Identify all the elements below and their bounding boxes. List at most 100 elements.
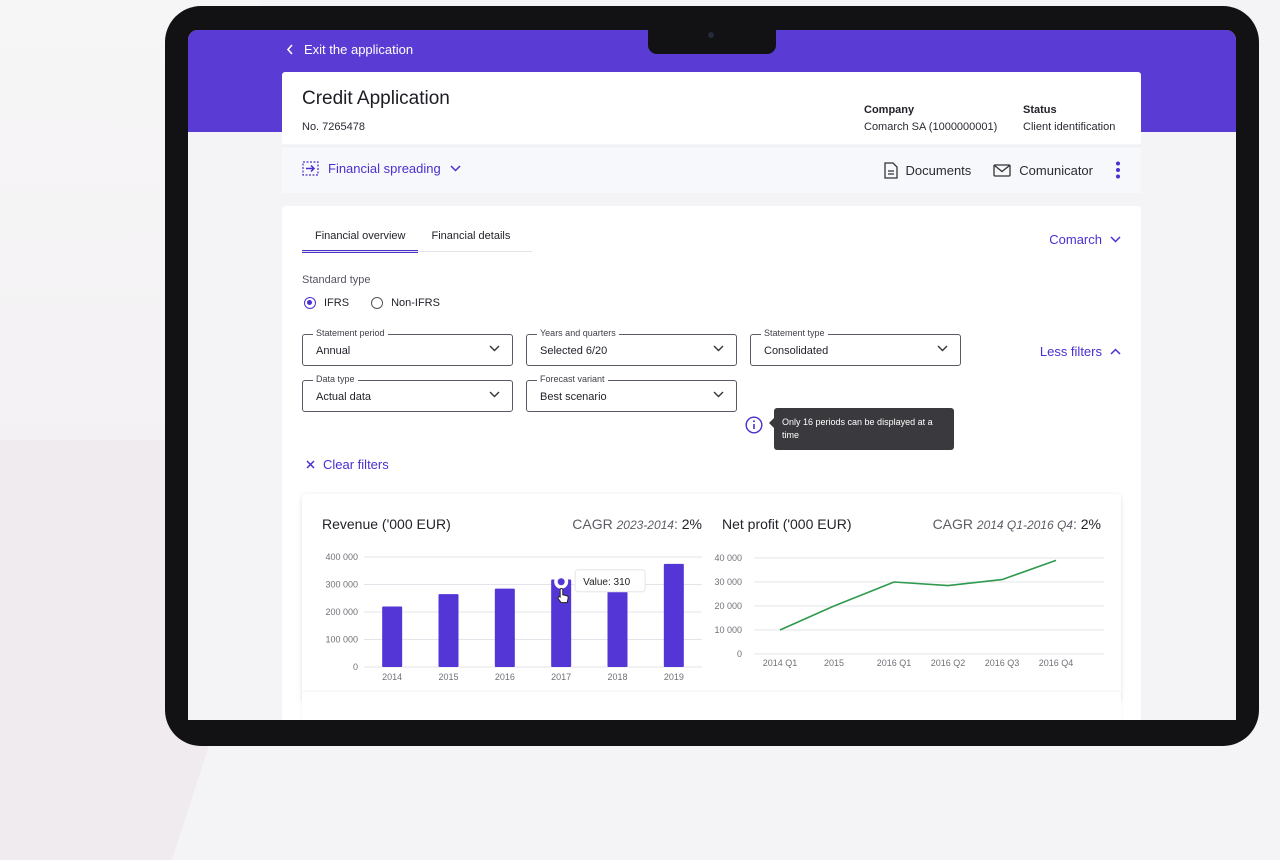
tab-financial-details[interactable]: Financial details — [431, 230, 511, 242]
series-line — [779, 559, 1057, 631]
revenue-cagr-period: 2023-2014 — [616, 518, 674, 532]
statement-period-value: Annual — [316, 345, 351, 357]
data-type-label: Data type — [313, 374, 358, 384]
x-tick-label: 2014 — [382, 672, 402, 682]
data-type-value: Actual data — [316, 391, 372, 403]
chevron-down-icon — [489, 345, 500, 352]
net-profit-cagr-period: 2014 Q1-2016 Q4 — [976, 518, 1073, 532]
financial-spreading-dropdown[interactable]: Financial spreading — [302, 161, 461, 176]
documents-button[interactable]: Documents — [883, 161, 972, 179]
years-quarters-label: Years and quarters — [537, 328, 619, 338]
status-value: Client identification — [1023, 121, 1116, 133]
y-tick-label: 0 — [353, 662, 358, 672]
x-tick-label: 2015 — [824, 658, 844, 668]
statement-period-label: Statement period — [313, 328, 388, 338]
radio-non-ifrs[interactable]: Non-IFRS — [371, 297, 440, 309]
chevron-left-icon — [286, 44, 293, 55]
y-tick-label: 10 000 — [714, 625, 742, 635]
envelope-icon — [993, 163, 1011, 177]
pointer-cursor-icon — [557, 588, 569, 604]
camera-icon — [708, 32, 714, 38]
communicator-label: Comunicator — [1019, 162, 1093, 178]
x-tick-label: 2017 — [551, 672, 571, 682]
y-tick-label: 0 — [737, 649, 742, 659]
bar — [438, 594, 459, 667]
statement-period-select[interactable]: Statement period Annual — [302, 328, 513, 366]
net-profit-chart-title: Net profit ('000 EUR) — [722, 516, 852, 532]
application-header: Credit Application No. 7265478 Company C… — [282, 72, 1141, 144]
tabs-divider — [302, 251, 532, 252]
application-number: No. 7265478 — [302, 121, 365, 133]
revenue-cagr-value: 2% — [681, 516, 702, 532]
radio-unchecked-icon — [371, 297, 384, 309]
chevron-down-icon — [450, 165, 461, 172]
company-label: Company — [864, 104, 915, 116]
net-profit-line-chart: 0 10 000 20 000 30 000 40 000 2014 Q1 2015 2016… — [714, 553, 1104, 668]
clear-filters-button[interactable]: Clear filters — [306, 457, 389, 472]
radio-ifrs[interactable]: IFRS — [304, 297, 349, 309]
more-vert-icon[interactable] — [1115, 161, 1121, 179]
chevron-down-icon — [489, 391, 500, 398]
x-tick-label: 2015 — [438, 672, 458, 682]
value-tooltip-box — [574, 569, 646, 593]
net-profit-cagr-label: CAGR — [932, 516, 974, 532]
y-tick-label: 300 000 — [325, 580, 358, 590]
toolbar-actions: Documents Comunicator — [883, 161, 1121, 179]
forecast-variant-select[interactable]: Forecast variant Best scenario — [526, 374, 737, 412]
less-filters-label: Less filters — [1039, 344, 1102, 359]
years-quarters-value: Selected 6/20 — [540, 345, 608, 357]
chevron-down-icon — [713, 391, 724, 398]
company-info: Company Comarch SA (1000000001) — [864, 104, 997, 133]
periods-tooltip: Only 16 periods can be displayed at a ti… — [769, 408, 954, 450]
close-icon — [306, 460, 315, 469]
standard-type-radio-group: IFRS Non-IFRS — [304, 297, 440, 309]
y-tick-label: 400 000 — [325, 552, 358, 562]
years-quarters-select[interactable]: Years and quarters Selected 6/20 — [526, 328, 737, 366]
bar — [663, 563, 684, 667]
y-tick-label: 40 000 — [714, 553, 742, 563]
y-tick-label: 200 000 — [325, 607, 358, 617]
net-profit-cagr: CAGR 2014 Q1-2016 Q4: 2% — [932, 516, 1101, 532]
data-type-select[interactable]: Data type Actual data — [302, 374, 513, 412]
camera-notch — [648, 30, 776, 54]
standard-type-label: Standard type — [302, 274, 371, 286]
x-tick-label: 2019 — [664, 672, 684, 682]
documents-label: Documents — [905, 162, 972, 178]
financial-content-card: Financial overview Financial details Com… — [282, 206, 1141, 720]
revenue-chart: Revenue ('000 EUR) CAGR 2023-2014: 2% 0 1… — [302, 494, 712, 702]
forecast-variant-label: Forecast variant — [537, 374, 608, 384]
value-tooltip-text: Value: 310 — [583, 577, 631, 588]
radio-non-ifrs-label: Non-IFRS — [391, 297, 440, 309]
net-profit-chart: Net profit ('000 EUR) CAGR 2014 Q1-2016 … — [712, 494, 1121, 702]
x-tick-label: 2014 Q1 — [763, 658, 798, 668]
tab-bar: Financial overview Financial details — [302, 230, 523, 253]
x-tick-label: 2016 Q1 — [877, 658, 912, 668]
company-selector-label: Comarch — [1049, 232, 1102, 247]
bar — [382, 606, 403, 667]
radio-ifrs-label: IFRS — [324, 297, 350, 309]
info-icon[interactable] — [745, 416, 763, 434]
y-tick-label: 30 000 — [714, 577, 742, 587]
exit-label: Exit the application — [304, 42, 414, 57]
next-section-card — [302, 692, 1121, 720]
y-tick-label: 20 000 — [714, 601, 742, 611]
exit-application-link[interactable]: Exit the application — [286, 42, 413, 57]
clear-filters-label: Clear filters — [323, 457, 389, 472]
communicator-button[interactable]: Comunicator — [993, 163, 1093, 178]
revenue-cagr-label: CAGR — [572, 516, 613, 532]
chevron-down-icon — [937, 345, 948, 352]
less-filters-button[interactable]: Less filters — [1040, 344, 1121, 359]
revenue-chart-title: Revenue ('000 EUR) — [322, 516, 451, 532]
company-selector[interactable]: Comarch — [1049, 232, 1121, 247]
revenue-cagr: CAGR 2023-2014: 2% — [572, 516, 702, 532]
document-icon — [883, 161, 898, 179]
statement-type-select[interactable]: Statement type Consolidated — [750, 328, 961, 366]
tab-financial-overview[interactable]: Financial overview — [302, 230, 419, 253]
chevron-up-icon — [1110, 348, 1121, 355]
chevron-down-icon — [713, 345, 724, 352]
statement-type-value: Consolidated — [764, 345, 829, 357]
y-tick-label: 100 000 — [325, 635, 358, 645]
page-title: Credit Application — [302, 88, 450, 109]
forecast-variant-value: Best scenario — [540, 391, 607, 403]
x-tick-label: 2016 — [495, 672, 515, 682]
